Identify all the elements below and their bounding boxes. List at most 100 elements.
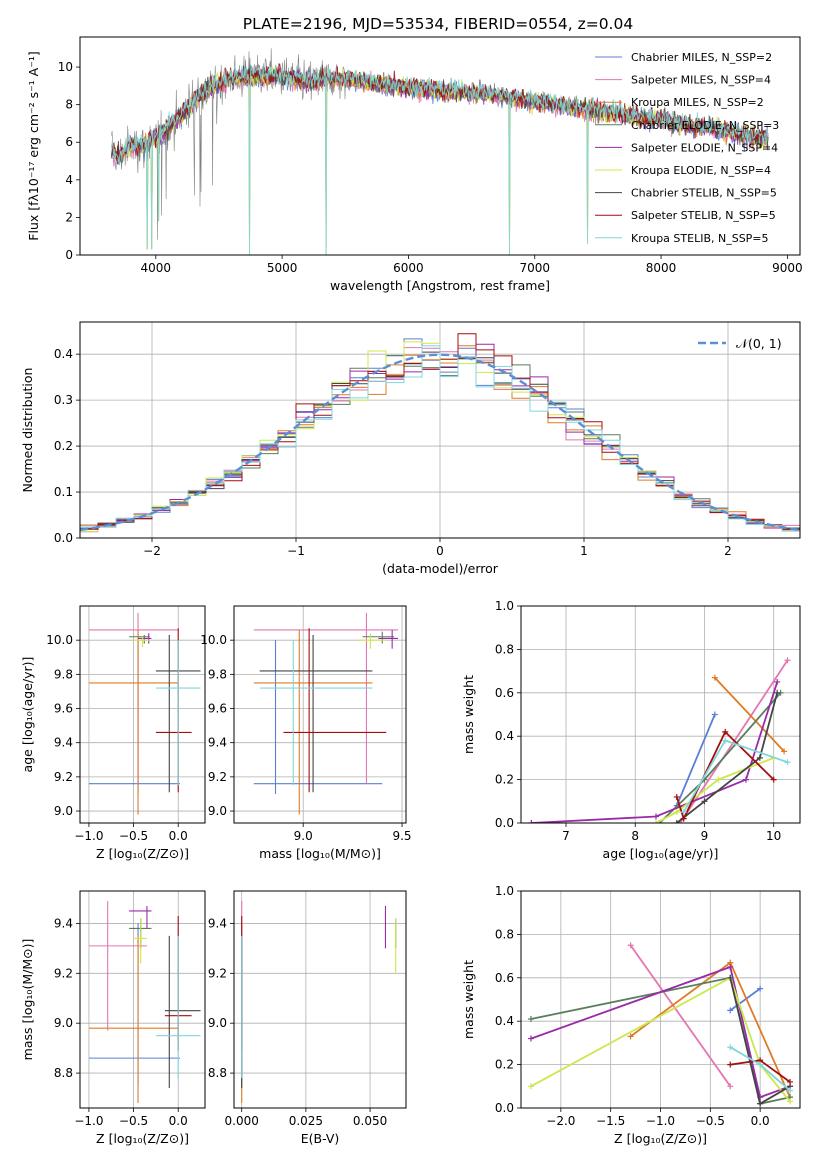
axes-frame (233, 605, 407, 824)
axes-frame (79, 36, 801, 256)
y-tick-label: 9.8 (54, 667, 73, 681)
weight-line (729, 987, 761, 1012)
y-tick-label: 0.3 (54, 393, 73, 407)
x-tick-label: −2.0 (546, 1114, 575, 1128)
legend-entry: Kroupa MILES, N_SSP=2 (631, 96, 764, 109)
x-axis-label: Z [log₁₀(Z/Z⊙)] (96, 846, 189, 861)
y-tick-label: 0.6 (495, 971, 514, 985)
legend-entry: Chabrier ELODIE, N_SSP=3 (631, 119, 779, 132)
x-tick-label: −1.0 (646, 1114, 675, 1128)
legend-entry: Chabrier MILES, N_SSP=2 (631, 51, 772, 64)
y-tick-label: 0.0 (54, 531, 73, 545)
weight-marker (727, 1007, 734, 1014)
weight-marker (787, 1087, 794, 1094)
y-tick-label: 0.1 (54, 485, 73, 499)
x-tick-label: 0.050 (353, 1114, 387, 1128)
x-tick-label: 7000 (519, 261, 550, 275)
x-axis-label: Z [log₁₀(Z/Z⊙)] (614, 1131, 707, 1146)
y-tick-label: 10.0 (200, 633, 227, 647)
weight-marker (722, 737, 729, 744)
weight-marker (727, 1061, 734, 1068)
x-tick-label: −1.0 (74, 1114, 103, 1128)
y-tick-label: 9.2 (54, 770, 73, 784)
panel-age-vs-mass: 9.0 9.5 9.0 9.2 9.4 9.6 9.8 10.0 mass [log₁₀(M/M… (200, 605, 412, 861)
panel-mass-vs-Z: −1.0 −0.5 0.0 8.8 9.0 9.2 9.4 Z [log₁₀(Z/Z⊙)] ma… (20, 890, 206, 1146)
weight-marker (527, 1083, 534, 1090)
plot-area-age-vs-Z (88, 612, 201, 815)
x-tick-label: 8000 (646, 261, 677, 275)
weight-marker (757, 1100, 764, 1107)
y-tick-label: 9.2 (54, 966, 73, 980)
weight-marker (727, 1044, 734, 1051)
y-axis-label: age [log₁₀(age/yr)] (20, 657, 35, 773)
x-tick-label: 0.0 (751, 1114, 770, 1128)
x-tick-label: 2 (724, 544, 732, 558)
x-tick-label: 6000 (393, 261, 424, 275)
x-tick-label: 0.0 (169, 829, 188, 843)
weight-marker (727, 1083, 734, 1090)
y-tick-label: 9.6 (208, 702, 227, 716)
axes-frame (79, 605, 206, 824)
weight-marker (784, 657, 791, 664)
y-tick-label: 8.8 (208, 1066, 227, 1080)
y-tick-label: 9.4 (208, 916, 227, 930)
y-tick-label: 0.4 (495, 1014, 514, 1028)
weight-marker (743, 776, 749, 783)
x-tick-label: −1 (287, 544, 305, 558)
weight-line (530, 976, 791, 1103)
y-tick-label: 0.2 (495, 773, 514, 787)
y-tick-label: 4 (65, 173, 73, 187)
weight-line (531, 681, 779, 823)
x-axis-label: wavelength [Angstrom, rest frame] (330, 278, 550, 293)
weight-marker (673, 820, 680, 823)
x-tick-label: −2 (143, 544, 161, 558)
x-tick-label: 8 (631, 829, 639, 843)
y-tick-label: 2 (65, 210, 73, 224)
y-axis-label: Normed distribution (20, 368, 35, 493)
y-tick-label: 6 (65, 135, 73, 149)
weight-marker (528, 820, 535, 823)
y-tick-label: 9.4 (54, 916, 73, 930)
y-axis-label: mass weight (461, 675, 476, 754)
y-tick-label: 9.0 (54, 1016, 73, 1030)
weight-marker (757, 985, 764, 992)
weight-line (714, 676, 785, 753)
legend-entry: Kroupa STELIB, N_SSP=5 (631, 232, 769, 245)
x-tick-label: 0.025 (289, 1114, 323, 1128)
weight-marker (711, 674, 718, 681)
x-tick-label: 9 (701, 829, 709, 843)
x-tick-label: 1 (580, 544, 588, 558)
y-tick-label: 0.0 (495, 816, 514, 830)
legend-entry: Salpeter ELODIE, N_SSP=4 (631, 141, 778, 154)
weight-marker (627, 1033, 634, 1040)
model-spectrum-line (111, 63, 769, 161)
legend-entry: Chabrier STELIB, N_SSP=5 (631, 187, 777, 200)
spectrum-legend: Chabrier MILES, N_SSP=2 Salpeter MILES, N… (595, 51, 779, 245)
weight-line (629, 944, 732, 1087)
weight-marker (784, 759, 791, 766)
x-tick-label: −1.0 (74, 829, 103, 843)
y-tick-label: 9.4 (208, 736, 227, 750)
weight-marker (757, 1061, 764, 1068)
plot-area-weight-vs-age (528, 657, 791, 823)
weight-marker (781, 748, 788, 755)
x-axis-label: (data-model)/error (382, 561, 499, 576)
panel-weight-vs-Z: −2.0 −1.5 −1.0 −0.5 0.0 0.0 0.2 0.4 0.6 0.8 1.0 Z [… (461, 884, 801, 1146)
x-axis-label: Z [log₁₀(Z/Z⊙)] (96, 1131, 189, 1146)
weight-marker (756, 754, 763, 761)
y-tick-label: 0.2 (495, 1058, 514, 1072)
legend-entry: Salpeter MILES, N_SSP=4 (631, 74, 771, 87)
y-tick-label: 0.0 (495, 1101, 514, 1115)
y-axis-label: Flux [fλ10⁻¹⁷ erg cm⁻² s⁻¹ A⁻¹] (26, 51, 41, 240)
plot-area-age-vs-mass (253, 612, 399, 815)
y-tick-label: 9.0 (208, 804, 227, 818)
weight-marker (774, 678, 781, 685)
weight-marker (527, 1016, 534, 1023)
legend-entry: Kroupa ELODIE, N_SSP=4 (631, 164, 771, 177)
x-axis-label: mass [log₁₀(M/M⊙)] (259, 846, 381, 861)
x-axis-label: E(B-V) (301, 1131, 340, 1146)
legend-entry: Salpeter STELIB, N_SSP=5 (631, 209, 776, 222)
axes-frame (520, 890, 801, 1109)
plot-area-residuals (80, 333, 800, 538)
